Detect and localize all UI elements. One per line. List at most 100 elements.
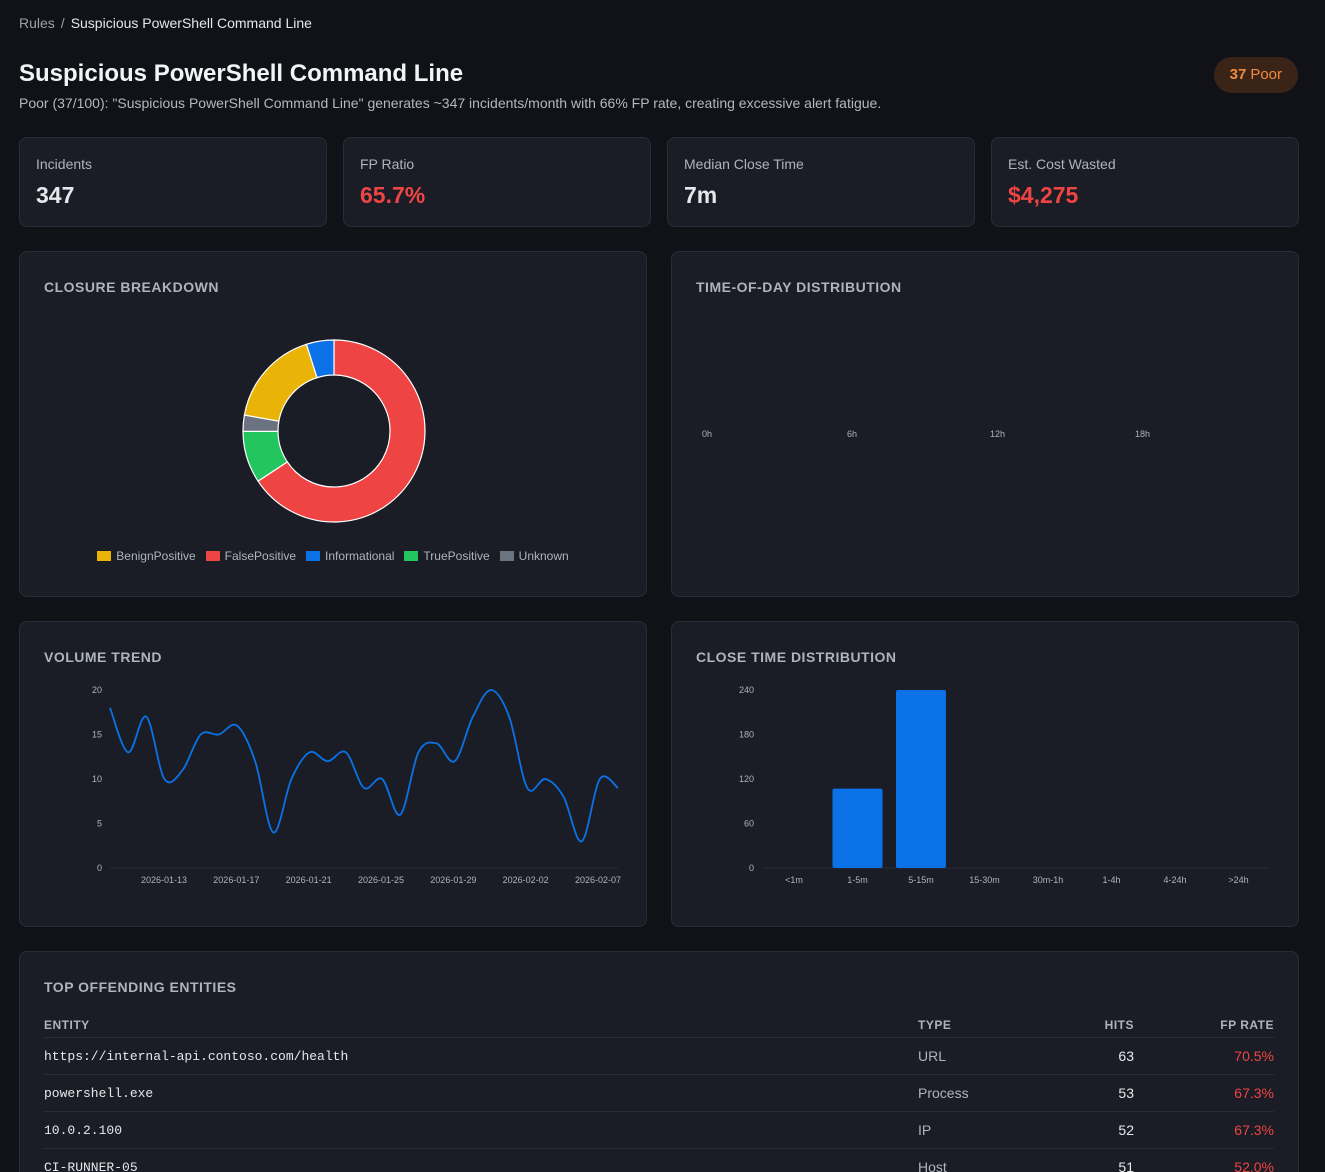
table-row[interactable]: CI-RUNNER-05 Host 51 52.0%	[44, 1149, 1274, 1172]
x-tick-label: 1-5m	[847, 875, 868, 885]
x-tick-label: >24h	[1228, 875, 1248, 885]
hits-cell: 63	[1118, 1048, 1134, 1064]
stat-card-cost-wasted: Est. Cost Wasted $4,275	[991, 137, 1299, 227]
volume-series-line[interactable]	[109, 689, 619, 843]
time-of-day-chart: 0h 6h 12h 18h	[702, 429, 1150, 439]
x-tick-label: 30m-1h	[1033, 875, 1064, 885]
type-cell: Host	[918, 1159, 947, 1172]
bar-1-5m[interactable]	[832, 788, 883, 868]
score-rating: Poor	[1250, 66, 1282, 83]
entity-cell: powershell.exe	[44, 1085, 154, 1101]
legend-item[interactable]: FalsePositive	[205, 549, 297, 563]
y-tick-label: 180	[739, 730, 754, 740]
legend-label: BenignPositive	[116, 549, 196, 563]
hits-cell: 52	[1118, 1122, 1134, 1138]
stat-card-median-close-time: Median Close Time 7m	[667, 137, 975, 227]
x-tick-label: 2026-01-21	[286, 875, 332, 885]
type-cell: Process	[918, 1085, 969, 1101]
score-value: 37	[1229, 66, 1247, 83]
score-badge: 37 Poor	[1213, 57, 1298, 93]
stat-label: Incidents	[36, 156, 93, 172]
volume-trend-panel: VOLUME TREND 0 5 10 15 20 2026-01-13 2026-01-1…	[19, 621, 647, 927]
column-header-hits[interactable]: HITS	[1104, 1017, 1134, 1032]
panel-title: TIME-OF-DAY DISTRIBUTION	[696, 279, 902, 295]
panel-title: VOLUME TREND	[44, 649, 162, 665]
breadcrumb-root-link[interactable]: Rules	[19, 15, 55, 31]
fp-rate-cell: 70.5%	[1234, 1048, 1274, 1064]
legend-label: TruePositive	[423, 549, 490, 563]
table-header: ENTITY TYPE HITS FP RATE	[44, 1012, 1274, 1038]
type-cell: URL	[918, 1048, 947, 1064]
legend-swatch	[97, 551, 112, 561]
legend-label: Unknown	[518, 549, 569, 563]
donut-slice-falsepositive[interactable]	[257, 339, 426, 523]
y-tick-label: 60	[744, 819, 754, 829]
table-row[interactable]: powershell.exe Process 53 67.3%	[44, 1075, 1274, 1112]
table-row[interactable]: 10.0.2.100 IP 52 67.3%	[44, 1112, 1274, 1149]
stat-value: 347	[36, 182, 75, 208]
legend-item[interactable]: BenignPositive	[97, 549, 196, 563]
legend-item[interactable]: Informational	[306, 549, 394, 563]
x-tick-label: 15-30m	[969, 875, 1000, 885]
y-tick-label: 240	[739, 685, 754, 695]
legend-item[interactable]: Unknown	[499, 549, 569, 563]
entities-table: ENTITY TYPE HITS FP RATE https://interna…	[44, 1012, 1274, 1172]
x-tick-label: 1-4h	[1102, 875, 1120, 885]
y-tick-label: 120	[739, 774, 754, 784]
volume-line-chart: 0 5 10 15 20 2026-01-13 2026-01-17 2026-01-21 20…	[92, 685, 621, 885]
bar-5-15m[interactable]	[896, 690, 946, 868]
entity-cell: CI-RUNNER-05	[44, 1159, 138, 1172]
stat-value: 65.7%	[360, 182, 426, 208]
stat-label: Est. Cost Wasted	[1008, 156, 1116, 172]
y-tick-label: 0	[97, 863, 102, 873]
x-tick-label: 2026-02-02	[503, 875, 549, 885]
donut-slice-benignpositive[interactable]	[243, 343, 318, 422]
y-tick-label: 20	[92, 685, 102, 695]
page-subtitle: Poor (37/100): "Suspicious PowerShell Co…	[19, 95, 882, 111]
legend-label: FalsePositive	[224, 549, 297, 563]
close-time-panel: CLOSE TIME DISTRIBUTION 0 60 120 180 240 <1m 1…	[671, 621, 1299, 927]
breadcrumb: Rules / Suspicious PowerShell Command Line	[19, 15, 312, 31]
hits-cell: 51	[1118, 1159, 1134, 1172]
stat-card-fp-ratio: FP Ratio 65.7%	[343, 137, 651, 227]
x-tick-label: 2026-01-29	[430, 875, 476, 885]
y-tick-label: 0	[749, 863, 754, 873]
table-row[interactable]: https://internal-api.contoso.com/health …	[44, 1038, 1274, 1075]
stat-value: 7m	[684, 182, 718, 208]
page-title: Suspicious PowerShell Command Line	[19, 60, 464, 87]
x-tick-label: 2026-01-17	[213, 875, 259, 885]
legend-swatch	[499, 551, 514, 561]
top-entities-panel: TOP OFFENDING ENTITIES ENTITY TYPE HITS …	[19, 951, 1299, 1172]
hits-cell: 53	[1118, 1085, 1134, 1101]
stat-label: FP Ratio	[360, 156, 415, 172]
x-tick-label: 2026-02-07	[575, 875, 621, 885]
closure-legend: BenignPositive FalsePositive Information…	[20, 549, 646, 563]
fp-rate-cell: 52.0%	[1234, 1159, 1274, 1172]
legend-swatch	[205, 551, 220, 561]
fp-rate-cell: 67.3%	[1234, 1085, 1274, 1101]
legend-swatch	[404, 551, 419, 561]
y-tick-label: 10	[92, 774, 102, 784]
column-header-fp-rate[interactable]: FP RATE	[1220, 1017, 1274, 1032]
tod-tick-label: 6h	[847, 429, 857, 439]
time-of-day-panel: TIME-OF-DAY DISTRIBUTION 0h 6h 12h 18h	[671, 251, 1299, 597]
tod-tick-label: 0h	[702, 429, 712, 439]
x-tick-label: 5-15m	[908, 875, 934, 885]
type-cell: IP	[918, 1122, 932, 1138]
x-tick-label: 2026-01-25	[358, 875, 404, 885]
stat-card-incidents: Incidents 347	[19, 137, 327, 227]
y-tick-label: 15	[92, 730, 102, 740]
panel-title: TOP OFFENDING ENTITIES	[44, 979, 237, 995]
panel-title: CLOSE TIME DISTRIBUTION	[696, 649, 897, 665]
column-header-type[interactable]: TYPE	[918, 1017, 952, 1032]
legend-item[interactable]: TruePositive	[404, 549, 490, 563]
breadcrumb-separator: /	[60, 15, 65, 31]
fp-rate-cell: 67.3%	[1234, 1122, 1274, 1138]
x-tick-label: 2026-01-13	[141, 875, 187, 885]
close-time-bar-chart: 0 60 120 180 240 <1m 1-5m 5-15m 15-30m 30m-1h 1-4h…	[739, 685, 1270, 885]
donut-slice-informational[interactable]	[305, 339, 335, 379]
legend-swatch	[306, 551, 321, 561]
column-header-entity[interactable]: ENTITY	[44, 1017, 90, 1032]
tod-tick-label: 12h	[990, 429, 1005, 439]
stat-label: Median Close Time	[684, 156, 804, 172]
